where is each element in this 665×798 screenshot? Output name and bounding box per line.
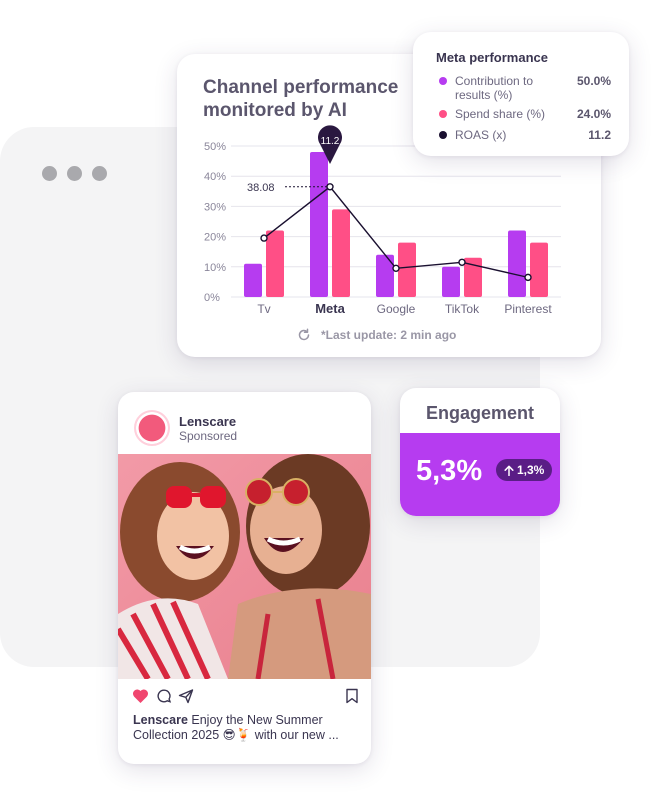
legend-label: Spend share (%)	[455, 107, 546, 121]
roas-line	[263, 185, 529, 279]
legend-value: 50.0%	[576, 74, 611, 88]
bar-contribution	[244, 263, 262, 297]
y-tick-label: 40%	[204, 171, 226, 183]
guide-label: 38.08	[247, 182, 275, 194]
channel-performance-chart: 0% 10% 20% 30% 40% 50% Tv Meta Google TikTok Pinte…	[204, 125, 561, 316]
chart-title: Channel performance monitored by AI	[203, 77, 399, 121]
engagement-delta-badge: 1,3%	[496, 459, 553, 481]
bar-spend-share	[398, 242, 416, 297]
y-tick-label: 50%	[204, 141, 226, 153]
legend-label: ROAS (x)	[455, 128, 507, 142]
legend-dot-icon	[439, 110, 447, 118]
arrow-up-icon	[504, 465, 514, 476]
roas-point	[260, 234, 268, 242]
legend-item-roas: ROAS (x) 11.2	[439, 128, 611, 142]
marker-label: 11.2	[321, 136, 340, 147]
roas-point	[392, 264, 400, 273]
meta-performance-legend: Meta performance Contribution to results…	[413, 32, 629, 156]
roas-point	[458, 258, 466, 266]
refresh-icon[interactable]	[297, 328, 311, 342]
window-dot-icon	[67, 166, 82, 181]
engagement-delta: 1,3%	[517, 463, 545, 477]
y-tick-label: 0%	[204, 292, 220, 304]
x-tick-label: TikTok	[445, 302, 480, 316]
legend-dot-icon	[439, 131, 447, 139]
y-tick-label: 30%	[204, 201, 226, 213]
caption-account[interactable]: Lenscare	[133, 713, 188, 727]
legend-item-contribution: Contribution to results (%) 50.0%	[439, 74, 611, 102]
window-dot-icon	[42, 166, 57, 181]
bar-spend-share	[266, 230, 284, 297]
share-icon[interactable]	[178, 688, 194, 709]
roas-point	[326, 183, 334, 191]
y-tick-label: 10%	[204, 262, 226, 274]
caption-text: Enjoy the New Summer Collection 2025 😎🍹 …	[133, 713, 339, 742]
legend-value: 11.2	[588, 128, 611, 142]
engagement-title: Engagement	[425, 403, 535, 423]
post-account-name[interactable]: Lenscare	[179, 413, 237, 429]
bar-contribution	[310, 152, 328, 297]
legend-label: Contribution to results (%)	[455, 74, 534, 102]
bar-contribution	[442, 266, 460, 297]
legend-value: 24.0%	[576, 107, 611, 121]
window-dot-icon	[92, 166, 107, 181]
y-tick-label: 20%	[204, 232, 226, 244]
bookmark-icon[interactable]	[345, 688, 359, 709]
last-update-text: *Last update: 2 min ago	[321, 328, 457, 342]
bar-contribution	[376, 254, 394, 297]
engagement-card: Engagement 5,3% 1,3%	[400, 388, 560, 516]
bar-spend-share	[530, 242, 548, 297]
bar-spend-share	[332, 209, 350, 297]
comment-icon[interactable]	[156, 688, 172, 709]
engagement-body: 5,3% 1,3%	[400, 433, 560, 516]
bar-spend-share	[464, 257, 482, 297]
post-caption: Lenscare Enjoy the New Summer Collection…	[133, 713, 358, 743]
x-tick-label: Pinterest	[504, 302, 552, 316]
x-tick-label: Google	[377, 302, 416, 316]
sponsored-post-card: Lenscare Sponsored	[118, 392, 371, 764]
post-header: Lenscare Sponsored	[134, 410, 237, 446]
avatar[interactable]	[134, 410, 170, 446]
post-actions	[132, 688, 360, 706]
marker-pin-icon	[318, 125, 342, 165]
bar-contribution	[508, 230, 526, 297]
roas-point	[524, 273, 532, 282]
legend-dot-icon	[439, 77, 447, 85]
legend-title: Meta performance	[436, 50, 548, 65]
engagement-value: 5,3%	[416, 455, 483, 487]
sponsored-label: Sponsored	[179, 428, 238, 443]
x-tick-label: Tv	[257, 302, 270, 316]
legend-item-spend-share: Spend share (%) 24.0%	[439, 107, 611, 121]
heart-icon[interactable]	[132, 688, 149, 709]
last-update: *Last update: 2 min ago	[297, 328, 456, 342]
window-controls	[42, 166, 107, 181]
post-photo[interactable]	[118, 454, 371, 679]
x-tick-label: Meta	[315, 301, 345, 316]
